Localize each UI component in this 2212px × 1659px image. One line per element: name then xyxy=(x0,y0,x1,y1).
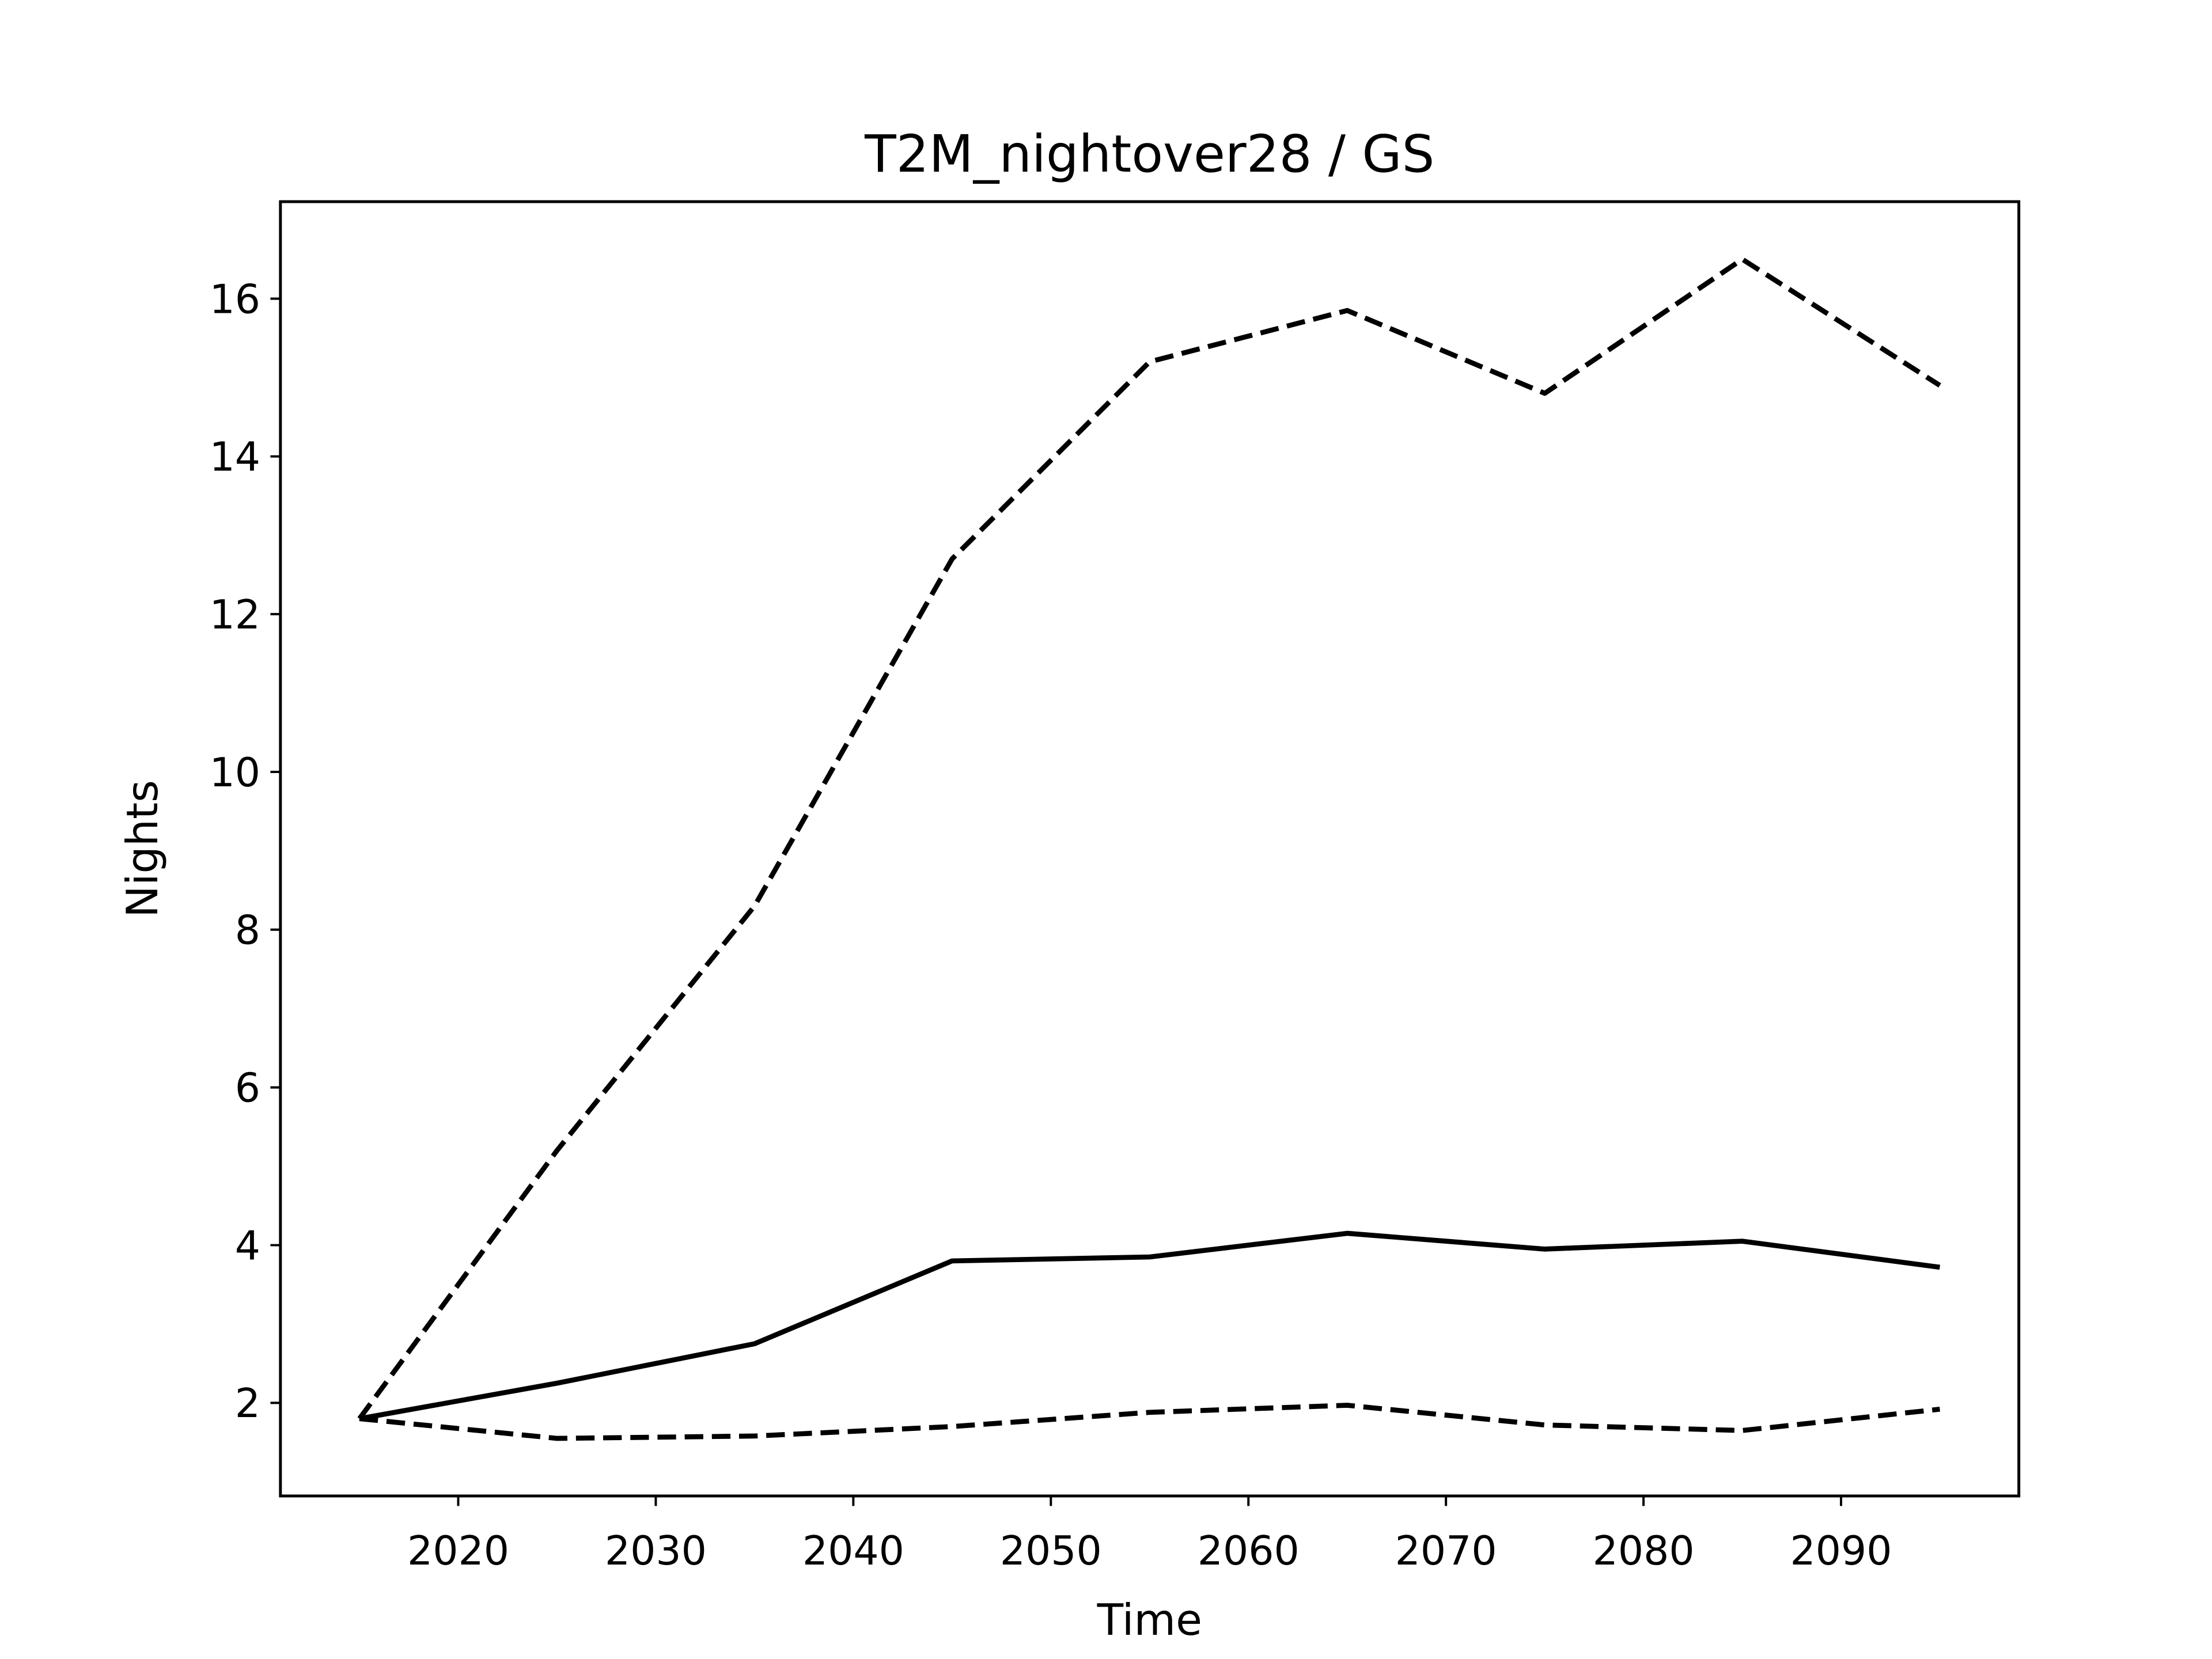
line-series xyxy=(359,1230,1941,1422)
chart-title: T2M_nightover28 / GS xyxy=(864,124,1434,184)
y-tick-label: 16 xyxy=(210,276,260,323)
x-tick-label: 2020 xyxy=(407,1528,509,1574)
x-tick-label: 2040 xyxy=(802,1528,904,1574)
plot-frame xyxy=(279,200,2021,1498)
x-tick-label: 2090 xyxy=(1790,1528,1892,1574)
line-series xyxy=(359,1403,1940,1441)
x-tick-label: 2060 xyxy=(1198,1528,1300,1574)
x-tick-label: 2080 xyxy=(1593,1528,1695,1574)
x-tick-label: 2030 xyxy=(605,1528,707,1574)
y-tick-label: 4 xyxy=(235,1222,260,1269)
y-tick-label: 8 xyxy=(235,907,260,954)
y-axis-label: Nights xyxy=(118,780,168,918)
y-tick-label: 12 xyxy=(210,592,260,638)
line-series xyxy=(357,256,1941,1421)
y-tick-label: 6 xyxy=(235,1065,260,1112)
y-tick-label: 10 xyxy=(210,749,260,796)
x-axis-label: Time xyxy=(1097,1595,1202,1645)
x-tick-label: 2050 xyxy=(1000,1528,1102,1574)
y-tick-label: 14 xyxy=(210,434,260,480)
x-tick-label: 2070 xyxy=(1395,1528,1497,1574)
y-tick-label: 2 xyxy=(235,1380,260,1427)
